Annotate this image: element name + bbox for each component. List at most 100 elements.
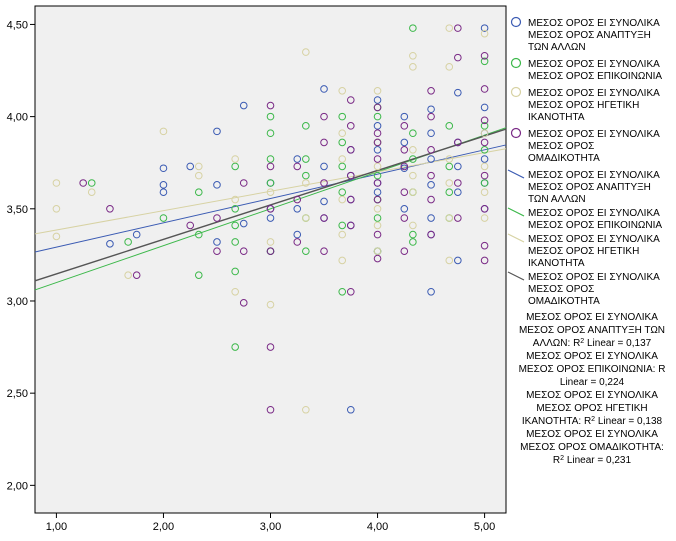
data-point <box>231 205 239 213</box>
data-point <box>231 343 239 351</box>
data-point <box>239 219 248 228</box>
legend-label: ΜΕΣΟΣ ΟΡΟΣ ΑΝΑΠΤΥΞΗ <box>528 30 651 41</box>
data-point <box>346 96 355 104</box>
data-point <box>302 405 310 414</box>
data-point <box>427 129 435 138</box>
data-point <box>239 247 248 256</box>
r2-annotation: Linear = 0,224 <box>560 377 625 388</box>
data-point <box>293 162 302 171</box>
data-point <box>480 256 489 265</box>
legend-label: ΙΚΑΝΟΤΗΤΑ <box>528 258 585 269</box>
data-point <box>338 112 347 121</box>
data-point <box>445 256 454 265</box>
data-point <box>159 127 168 136</box>
data-point <box>480 179 489 187</box>
data-point <box>293 195 302 204</box>
data-point <box>320 85 328 93</box>
legend-label: ΙΚΑΝΟΤΗΤΑ <box>528 112 585 123</box>
legend-label: ΟΜΑΔΙΚΟΤΗΤΑ <box>528 296 600 307</box>
data-point <box>445 155 454 163</box>
data-point <box>427 181 435 189</box>
data-point <box>320 247 328 256</box>
data-point <box>239 179 248 187</box>
legend-line-icon <box>507 233 525 243</box>
data-point <box>427 230 435 239</box>
data-point <box>302 48 310 56</box>
data-point <box>302 171 310 180</box>
legend-label: ΜΕΣΟΣ ΟΡΟΣ ΕΙ ΣΥΝΟΛΙΚΑ <box>528 88 660 99</box>
data-point <box>427 155 435 163</box>
r2-annotation: ΜΕΣΟΣ ΟΡΟΣ ΑΝΑΠΤΥΞΗ ΤΩΝ <box>519 325 665 336</box>
data-point <box>346 122 355 130</box>
data-point <box>302 122 310 130</box>
data-point <box>266 343 275 351</box>
data-point <box>400 162 409 171</box>
r2-annotation: ΜΕΣΟΣ ΟΡΟΣ ΕΙ ΣΥΝΟΛΙΚΑ <box>526 429 658 440</box>
data-point <box>338 162 347 171</box>
data-point <box>400 112 409 121</box>
legend-label: ΜΕΣΟΣ ΟΡΟΣ ΕΙ ΣΥΝΟΛΙΚΑ <box>528 208 660 219</box>
data-point <box>159 188 168 197</box>
data-point <box>239 299 248 307</box>
data-point <box>454 179 462 187</box>
data-point <box>338 256 347 265</box>
data-point <box>293 230 302 239</box>
data-point <box>213 247 221 256</box>
r2-annotation: ΜΕΣΟΣ ΟΡΟΣ ΕΙ ΣΥΝΟΛΙΚΑ <box>526 390 658 401</box>
data-point <box>52 205 61 213</box>
data-point <box>159 214 168 222</box>
data-point <box>409 238 417 246</box>
data-point <box>239 101 248 110</box>
data-point <box>480 29 489 38</box>
data-point <box>194 162 203 171</box>
data-point <box>400 138 409 147</box>
data-point <box>400 122 409 130</box>
data-point <box>338 287 347 296</box>
fit-line <box>34 148 507 235</box>
fit-line <box>34 128 507 282</box>
data-point <box>480 122 489 130</box>
data-point <box>454 88 462 97</box>
data-point <box>445 162 454 171</box>
data-point <box>373 205 382 213</box>
data-point <box>454 138 462 147</box>
x-tick-label: 5,00 <box>474 521 495 533</box>
data-point <box>480 103 489 112</box>
data-point <box>373 112 382 121</box>
data-point <box>346 195 355 204</box>
legend-label: ΜΕΣΟΣ ΟΡΟΣ ΗΓΕΤΙΚΗ <box>528 100 639 111</box>
data-point <box>106 240 114 248</box>
data-point <box>400 146 409 154</box>
data-point <box>186 221 195 230</box>
data-point <box>373 155 382 163</box>
data-point <box>293 155 302 163</box>
data-point <box>480 24 489 32</box>
r2-annotation: R2 Linear = 0,231 <box>553 455 632 467</box>
legend-label: ΜΕΣΟΣ ΟΡΟΣ ΕΙ ΣΥΝΟΛΙΚΑ <box>528 234 660 245</box>
data-point <box>266 112 275 121</box>
data-point <box>338 155 347 163</box>
y-tick-label: 4,00 <box>7 112 28 124</box>
data-point <box>338 188 347 197</box>
data-point <box>454 53 462 62</box>
data-point <box>231 267 239 276</box>
data-point <box>320 162 328 171</box>
data-point <box>302 247 310 256</box>
data-point <box>373 221 382 230</box>
data-point <box>373 129 382 138</box>
data-point <box>373 254 382 263</box>
plot-area <box>34 5 507 514</box>
data-point <box>159 181 168 189</box>
y-tick-label: 2,50 <box>7 388 28 400</box>
data-point <box>480 188 489 197</box>
legend-label: ΤΩΝ ΑΛΛΩΝ <box>528 42 586 53</box>
legend-label: ΜΕΣΟΣ ΟΡΟΣ <box>528 141 594 152</box>
data-point <box>52 179 61 187</box>
data-point <box>302 155 310 163</box>
data-point <box>194 271 203 279</box>
data-point <box>266 101 275 110</box>
data-point <box>373 171 382 180</box>
data-point <box>445 188 454 197</box>
x-tick-label: 4,00 <box>367 521 388 533</box>
